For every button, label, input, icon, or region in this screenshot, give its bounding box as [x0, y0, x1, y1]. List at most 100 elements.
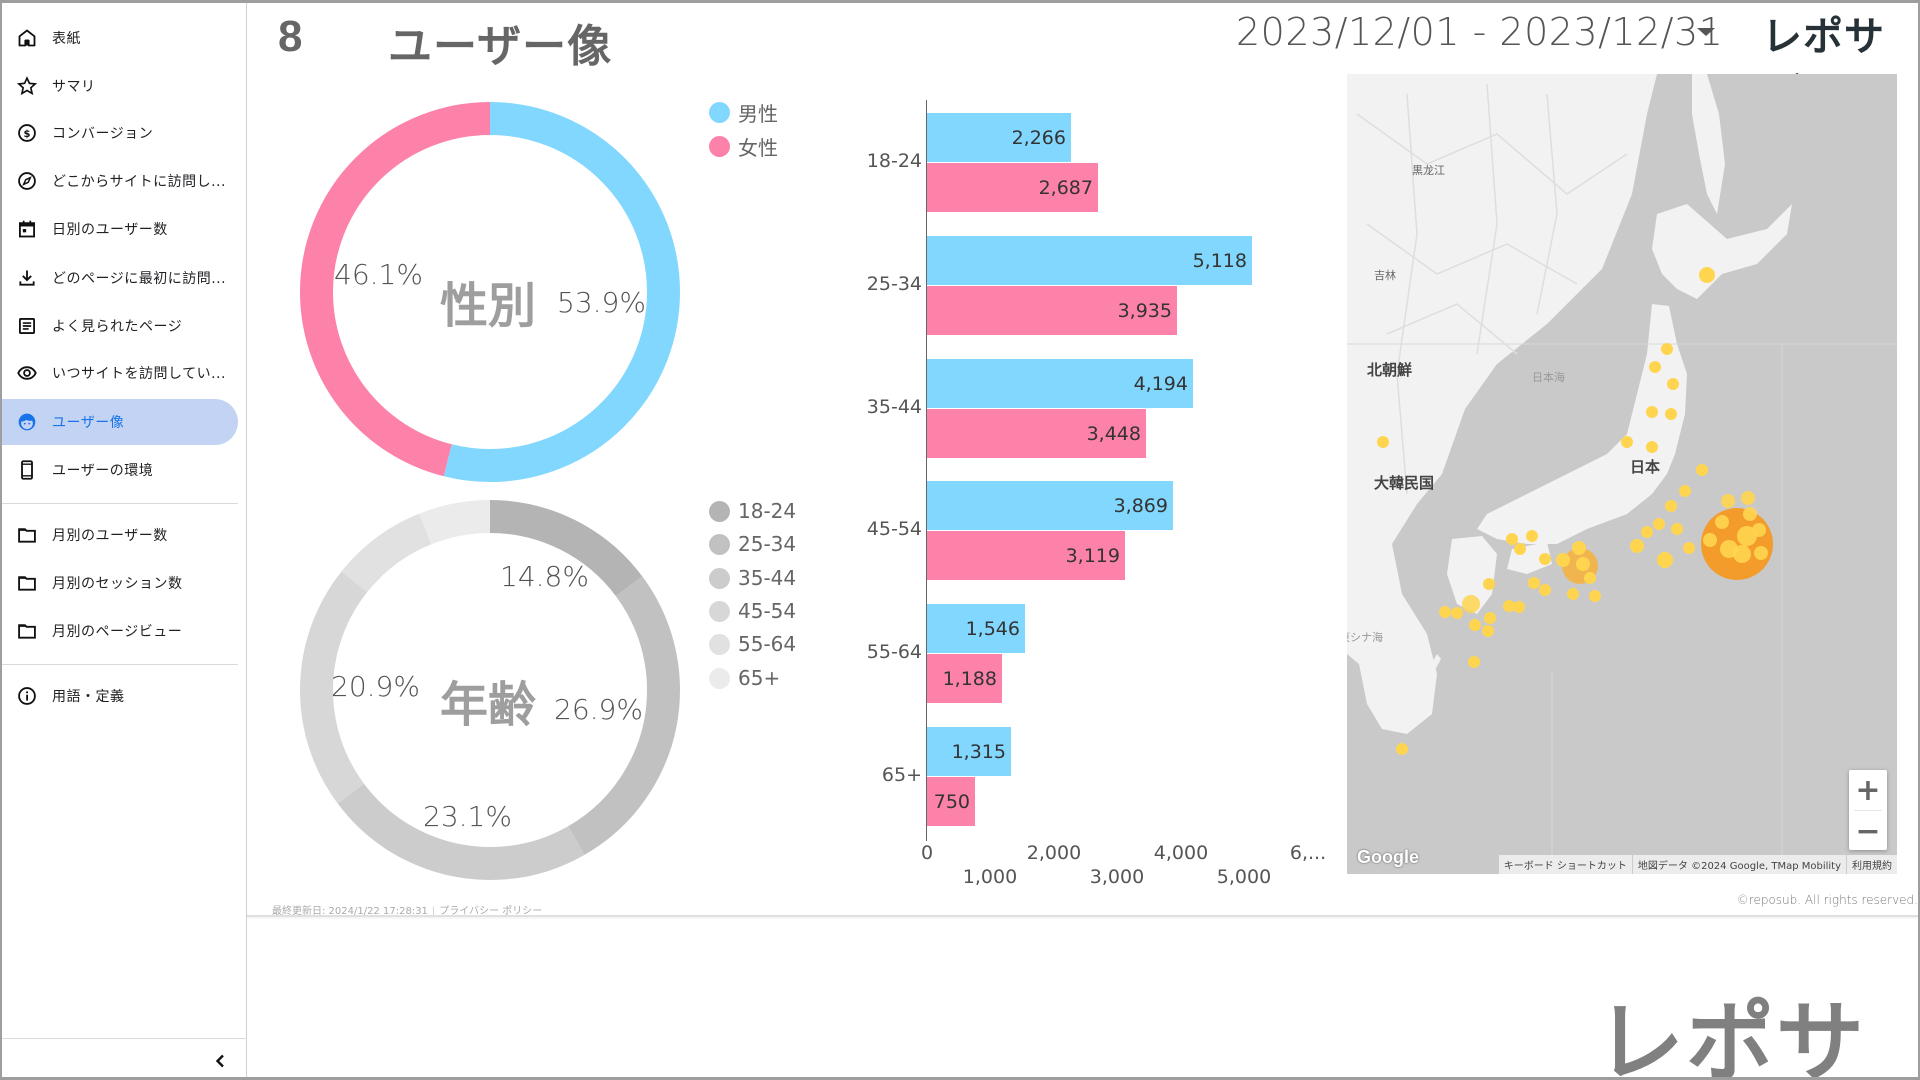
sidebar-divider	[0, 1038, 247, 1039]
last-updated: 最終更新日: 2024/1/22 17:28:31 | プライバシー ポリシー	[272, 902, 542, 917]
sidebar-item-daily-users[interactable]: 日別のユーザー数	[0, 206, 238, 252]
x-tick: 6,...	[1289, 842, 1327, 864]
age-45-54-segment[interactable]	[300, 500, 680, 880]
bar-male-35-44[interactable]: 4,194	[927, 359, 1193, 408]
legend-male[interactable]: 男性	[709, 98, 778, 127]
legend-dot	[709, 633, 730, 655]
sidebar-item-label: いつサイトを訪問してい...	[52, 366, 226, 382]
sidebar-item-conversion[interactable]: $ コンバージョン	[0, 110, 238, 156]
age-gender-bar-chart: 18-24 2,266 2,687 25-34 5,118 3,935 35-4…	[840, 100, 1340, 900]
bar-male-65plus[interactable]: 1,315	[927, 727, 1011, 776]
sidebar-item-label: 月別のセッション数	[52, 576, 183, 592]
sidebar-item-user-profile[interactable]: ユーザー像	[0, 399, 238, 445]
bar-male-55-64[interactable]: 1,546	[927, 604, 1025, 653]
y-axis-line	[926, 100, 927, 841]
sidebar-item-user-environment[interactable]: ユーザーの環境	[0, 447, 238, 493]
legend-dot	[709, 533, 730, 555]
legend-age-55-64[interactable]: 55-64	[709, 632, 796, 656]
sidebar-item-summary[interactable]: サマリ	[0, 63, 238, 109]
female-segment[interactable]	[300, 102, 680, 482]
page-bottom-divider	[247, 915, 1920, 917]
legend-female[interactable]: 女性	[709, 132, 778, 161]
page-title: ユーザー像	[388, 21, 613, 72]
bar-female-45-54[interactable]: 3,119	[927, 531, 1125, 580]
sidebar-item-label: 用語・定義	[52, 689, 125, 705]
legend-label: 25-34	[738, 532, 797, 556]
legend-age-18-24[interactable]: 18-24	[709, 499, 796, 523]
keyboard-shortcuts-link[interactable]: キーボード ショートカット	[1497, 855, 1632, 874]
gender-chart-center-label: 性別	[440, 278, 537, 334]
chevron-left-icon	[214, 1053, 226, 1072]
bar-female-65plus[interactable]: 750	[927, 777, 975, 826]
svg-text:$: $	[24, 129, 31, 140]
legend-age-65plus[interactable]: 65+	[709, 666, 780, 690]
age-35-44-segment[interactable]	[300, 500, 680, 880]
compass-icon	[16, 170, 38, 192]
folder-icon	[16, 572, 38, 594]
map-label-jilin: 吉林	[1374, 269, 1396, 282]
chevron-down-icon[interactable]	[1697, 28, 1715, 36]
footer-separator: |	[431, 906, 436, 917]
legend-age-35-44[interactable]: 35-44	[709, 566, 796, 590]
map-label-south-korea: 大韓民国	[1374, 474, 1435, 492]
bar-female-55-64[interactable]: 1,188	[927, 654, 1002, 703]
legend-dot	[709, 567, 730, 589]
bar-female-18-24[interactable]: 2,687	[927, 163, 1098, 212]
sidebar-item-landing-pages[interactable]: どのページに最初に訪問...	[0, 255, 238, 301]
folder-icon	[16, 524, 38, 546]
x-tick: 0	[920, 842, 934, 864]
face-icon	[16, 411, 38, 433]
category-label: 45-54	[866, 518, 922, 540]
privacy-policy-link[interactable]: プライバシー ポリシー	[439, 906, 543, 917]
geo-map[interactable]: 黒龙江 吉林 北朝鮮 大韓民国 日本海 東シナ海 日本 + − Google キ…	[1347, 74, 1897, 874]
google-logo[interactable]: Google	[1357, 847, 1419, 867]
map-zoom-out-button[interactable]: −	[1855, 813, 1881, 849]
bar-male-25-34[interactable]: 5,118	[927, 236, 1252, 285]
legend-label: 18-24	[738, 499, 797, 523]
sidebar-item-label: どこからサイトに訪問し...	[52, 174, 226, 190]
map-zoom-in-button[interactable]: +	[1855, 772, 1881, 808]
female-percentage: 46.1%	[334, 258, 423, 291]
sidebar-item-popular-pages[interactable]: よく見られたページ	[0, 303, 238, 349]
page-number: 8	[278, 12, 303, 61]
sidebar-item-glossary[interactable]: 用語・定義	[0, 673, 238, 719]
legend-age-25-34[interactable]: 25-34	[709, 532, 796, 556]
category-label: 65+	[881, 764, 922, 786]
category-label: 25-34	[866, 273, 922, 295]
sidebar-item-monthly-sessions[interactable]: 月別のセッション数	[0, 560, 238, 606]
age-25-34-segment[interactable]	[300, 500, 680, 880]
bar-female-25-34[interactable]: 3,935	[927, 286, 1177, 335]
dollar-circle-icon: $	[16, 122, 38, 144]
legend-age-45-54[interactable]: 45-54	[709, 599, 796, 623]
sidebar-item-acquisition[interactable]: どこからサイトに訪問し...	[0, 158, 238, 204]
sidebar-item-monthly-users[interactable]: 月別のユーザー数	[0, 512, 238, 558]
bar-female-35-44[interactable]: 3,448	[927, 409, 1146, 458]
map-label-east-china-sea: 東シナ海	[1347, 631, 1383, 644]
info-icon	[16, 685, 38, 707]
sidebar-item-label: 表紙	[52, 31, 81, 47]
bar-male-45-54[interactable]: 3,869	[927, 481, 1173, 530]
article-icon	[16, 315, 38, 337]
sidebar-item-visit-time[interactable]: いつサイトを訪問してい...	[0, 350, 238, 396]
bar-male-18-24[interactable]: 2,266	[927, 113, 1071, 162]
terms-link[interactable]: 利用規約	[1846, 855, 1897, 874]
legend-label: 男性	[738, 102, 778, 126]
sidebar-item-monthly-pageviews[interactable]: 月別のページビュー	[0, 608, 238, 654]
legend-dot	[709, 667, 730, 689]
sidebar-item-label: 月別のユーザー数	[52, 528, 168, 544]
age-65plus-segment[interactable]	[300, 500, 680, 880]
sidebar-item-cover[interactable]: 表紙	[0, 15, 238, 61]
legend-label: 65+	[738, 666, 781, 690]
date-range-picker[interactable]: 2023/12/01 - 2023/12/31	[1236, 10, 1724, 54]
x-tick: 5,000	[1216, 866, 1272, 888]
star-icon	[16, 75, 38, 97]
sidebar-item-label: よく見られたページ	[52, 319, 183, 335]
sidebar-item-label: ユーザー像	[52, 415, 125, 431]
age-45-54-percentage: 20.9%	[331, 670, 420, 703]
legend-label: 55-64	[738, 632, 797, 656]
sidebar-nav: 表紙 サマリ $ コンバージョン どこからサイトに訪問し... 日別のユーザー数…	[0, 0, 247, 1080]
collapse-sidebar-button[interactable]	[208, 1050, 232, 1074]
eye-icon	[16, 362, 38, 384]
sidebar-item-label: 月別のページビュー	[52, 624, 183, 640]
legend-dot	[709, 136, 730, 157]
